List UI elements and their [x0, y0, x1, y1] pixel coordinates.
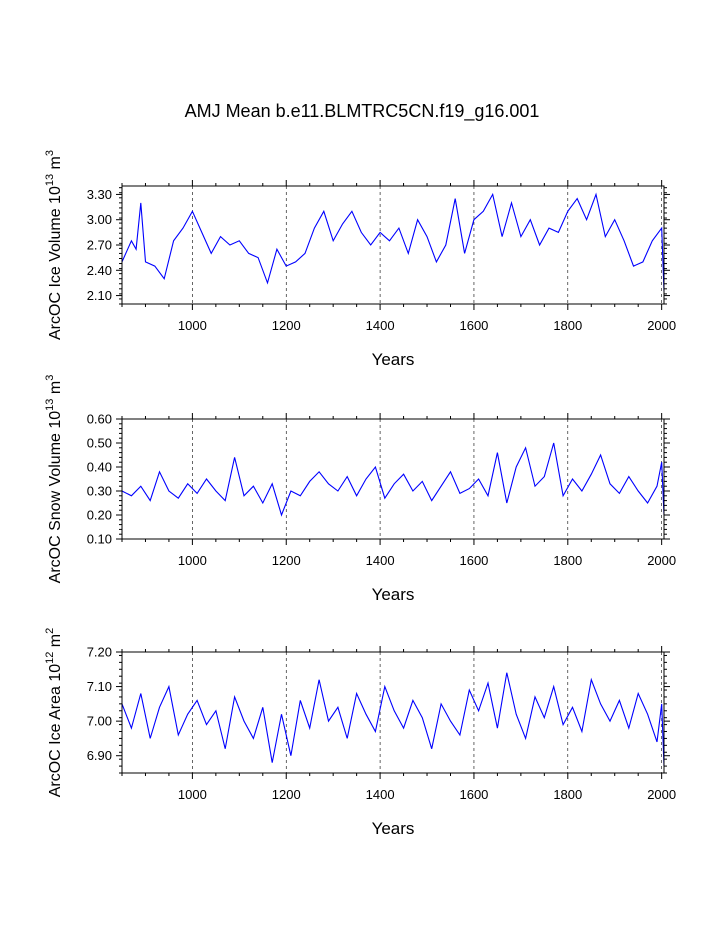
- chart-title: AMJ Mean b.e11.BLMTRC5CN.f19_g16.001: [185, 101, 540, 122]
- y-axis-label: ArcOC Ice Volume 1013 m3: [44, 150, 64, 340]
- y-label-superscript: 13: [44, 174, 56, 186]
- plot-frame: [121, 418, 665, 540]
- x-tick-label: 1000: [178, 318, 207, 333]
- y-label-superscript: 3: [44, 375, 56, 381]
- x-tick-label: 1800: [553, 553, 582, 568]
- x-tick-label: 2000: [647, 318, 676, 333]
- y-tick-label: 6.90: [87, 748, 112, 763]
- x-tick-label: 2000: [647, 553, 676, 568]
- x-tick-label: 1400: [366, 318, 395, 333]
- x-tick-label: 1600: [459, 553, 488, 568]
- plot-frame: [121, 185, 665, 305]
- y-tick-label: 3.00: [87, 212, 112, 227]
- y-tick-label: 2.10: [87, 288, 112, 303]
- y-tick-label: 3.30: [87, 187, 112, 202]
- x-tick-label: 1600: [459, 318, 488, 333]
- plot-frame: [121, 651, 665, 774]
- data-series-line: [121, 192, 665, 292]
- y-axis-label: ArcOC Ice Area 1012 m2: [44, 628, 64, 798]
- panel-1: 1000 1200 1400 1600 1800 2000 2.10 2.40 2.70 3.00…: [44, 150, 676, 369]
- x-tick-label: 1400: [366, 553, 395, 568]
- x-tick-label: 1200: [272, 318, 301, 333]
- x-tick-label: 1800: [553, 318, 582, 333]
- x-tick-label: 1200: [272, 553, 301, 568]
- data-series-line: [121, 442, 665, 517]
- y-label-superscript: 3: [44, 150, 56, 156]
- y-tick-label: 0.10: [87, 532, 112, 547]
- y-label-text: ArcOC Ice Area 10: [47, 664, 64, 797]
- y-label-unit: m: [47, 381, 64, 399]
- x-tick-label: 1200: [272, 787, 301, 802]
- x-axis-label: Years: [372, 585, 415, 604]
- data-series-line: [121, 672, 665, 767]
- y-label-superscript: 13: [44, 399, 56, 411]
- y-label-text: ArcOC Ice Volume 10: [47, 186, 64, 340]
- x-tick-label: 2000: [647, 787, 676, 802]
- x-tick-label: 1600: [459, 787, 488, 802]
- y-tick-label: 7.20: [87, 645, 112, 660]
- y-tick-label: 0.50: [87, 436, 112, 451]
- x-tick-label: 1800: [553, 787, 582, 802]
- y-label-unit: m: [47, 156, 64, 174]
- panel-3: 1000 1200 1400 1600 1800 2000 6.90 7.00 7.10 7.20…: [44, 628, 676, 838]
- panel-2: 1000 1200 1400 1600 1800 2000 0.10 0.20 0.30 0.40…: [44, 375, 676, 604]
- y-label-superscript: 12: [44, 652, 56, 664]
- y-tick-label: 0.30: [87, 484, 112, 499]
- y-tick-label: 7.00: [87, 714, 112, 729]
- y-label-unit: m: [47, 634, 64, 652]
- y-tick-label: 0.20: [87, 508, 112, 523]
- x-axis-label: Years: [372, 819, 415, 838]
- x-tick-label: 1400: [366, 787, 395, 802]
- x-tick-label: 1000: [178, 553, 207, 568]
- y-axis-label: ArcOC Snow Volume 1013 m3: [44, 375, 64, 584]
- x-tick-label: 1000: [178, 787, 207, 802]
- x-axis-label: Years: [372, 350, 415, 369]
- y-tick-label: 0.40: [87, 460, 112, 475]
- y-tick-label: 7.10: [87, 679, 112, 694]
- y-tick-label: 2.40: [87, 263, 112, 278]
- y-tick-label: 2.70: [87, 238, 112, 253]
- y-label-superscript: 2: [44, 628, 56, 634]
- y-label-text: ArcOC Snow Volume 10: [47, 411, 64, 584]
- y-tick-label: 0.60: [87, 412, 112, 427]
